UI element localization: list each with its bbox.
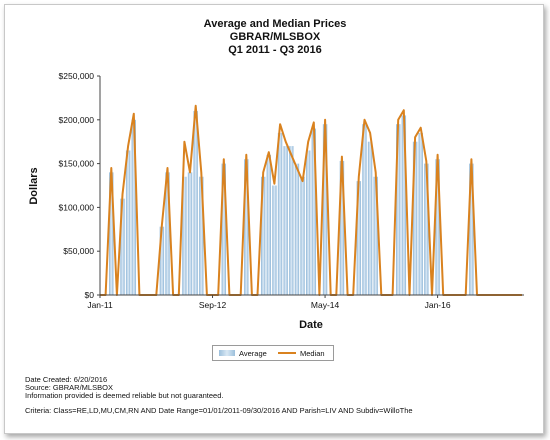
chart-subtitle-source: GBRAR/MLSBOX: [229, 31, 321, 43]
y-tick-label: $250,000: [59, 71, 95, 81]
average-bar: [187, 172, 193, 295]
average-bar: [109, 172, 114, 295]
average-bar: [131, 119, 136, 295]
average-bar: [412, 141, 418, 295]
x-tick-label: Sep-12: [199, 300, 227, 310]
chart-subtitle-range: Q1 2011 - Q3 2016: [228, 44, 322, 56]
average-bar: [418, 132, 423, 295]
average-bar: [159, 226, 165, 295]
footer-date-created: Date Created: 6/20/2016: [25, 375, 108, 384]
average-bar: [221, 163, 226, 295]
average-bar: [277, 132, 283, 295]
legend-average-label: Average: [239, 349, 267, 358]
average-bar: [435, 159, 440, 295]
average-bar: [401, 115, 407, 295]
average-bar: [305, 150, 311, 295]
footer-disclaimer: Information provided is deemed reliable …: [25, 391, 224, 400]
average-bar: [182, 176, 187, 295]
average-bar: [356, 181, 362, 295]
average-bar: [193, 111, 198, 295]
average-bar: [260, 176, 266, 295]
average-bar: [362, 124, 367, 296]
average-bar: [322, 124, 328, 296]
footer-source: Source: GBRAR/MLSBOX: [25, 383, 113, 392]
average-bar: [300, 176, 305, 295]
chart-title: Average and Median Prices: [203, 18, 347, 30]
average-bar: [311, 128, 317, 295]
chart-legend: Average Median: [212, 345, 334, 361]
average-bar: [125, 150, 131, 295]
average-bar: [165, 172, 170, 295]
average-bar: [373, 176, 378, 295]
y-tick-label: $100,000: [59, 202, 95, 212]
average-bar: [120, 198, 125, 295]
average-bar: [266, 154, 271, 295]
y-axis-title: Dollars: [28, 167, 40, 204]
average-bar: [289, 146, 294, 295]
y-tick-label: $150,000: [59, 159, 95, 169]
average-bar: [469, 163, 474, 295]
average-bar: [244, 159, 249, 295]
median-swatch: [278, 352, 296, 354]
average-bar: [272, 185, 277, 295]
average-swatch: [219, 350, 235, 356]
y-tick-label: $200,000: [59, 115, 95, 125]
average-bar: [367, 141, 373, 295]
x-tick-label: May-14: [311, 300, 340, 310]
y-tick-label: $0: [85, 290, 95, 300]
x-axis-title: Date: [299, 319, 323, 331]
average-bar: [339, 160, 345, 295]
x-tick-label: Jan-11: [87, 300, 113, 310]
legend-median-label: Median: [300, 349, 325, 358]
x-tick-label: Jan-16: [425, 300, 451, 310]
average-bar: [424, 163, 429, 295]
y-tick-label: $50,000: [63, 246, 94, 256]
average-bar: [396, 124, 401, 296]
average-bar: [199, 176, 204, 295]
average-bar: [283, 146, 288, 295]
average-bar: [294, 163, 300, 295]
footer-criteria: Criteria: Class=RE,LD,MU,CM,RN AND Date …: [25, 406, 413, 415]
